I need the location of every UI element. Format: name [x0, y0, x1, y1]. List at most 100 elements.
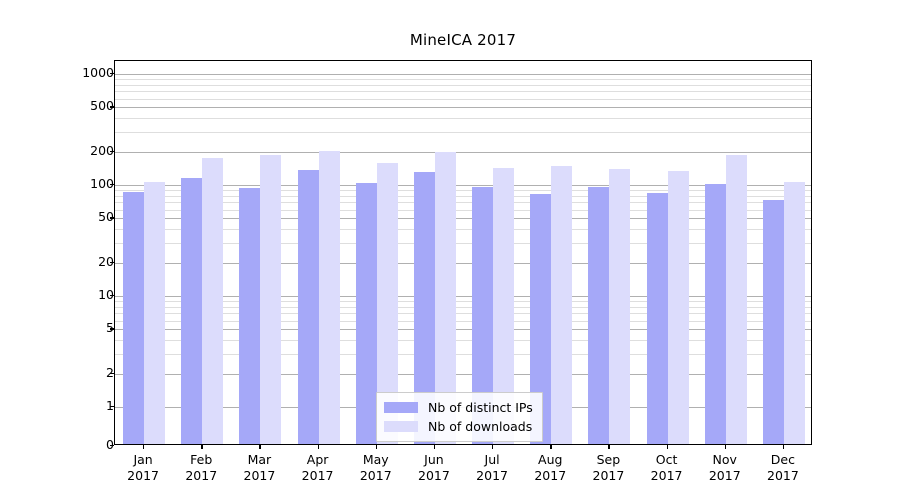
bar-downloads — [725, 155, 747, 444]
gridline-major — [115, 107, 811, 109]
y-axis-tick-mark — [110, 328, 114, 330]
x-axis-tick-label-year: 2017 — [127, 467, 159, 483]
chart-title: MineICA 2017 — [409, 31, 517, 49]
y-axis-tick-label: 100 — [90, 175, 114, 191]
gridline-major — [115, 185, 811, 186]
gridline-minor — [115, 132, 811, 134]
x-axis-tick-label: Jun 2017 — [399, 452, 469, 483]
bar-distinct-ips — [123, 191, 145, 444]
bar-downloads — [551, 165, 573, 444]
y-axis-tick-mark — [110, 295, 114, 297]
y-axis-tick-label: 1000 — [82, 64, 114, 80]
x-axis-tick-mark — [259, 445, 261, 449]
y-axis-tick-mark — [110, 406, 114, 408]
x-axis-tick-label: Jan 2017 — [108, 452, 178, 483]
x-axis-tick-label-month: May — [362, 452, 389, 467]
legend-item-distinct-ips: Nb of distinct IPs — [384, 398, 533, 417]
x-axis-tick-label-month: Feb — [190, 452, 213, 467]
x-axis-tick-label: Sep 2017 — [573, 452, 643, 483]
bar-distinct-ips — [704, 184, 726, 444]
gridline-minor — [115, 91, 811, 93]
bar-distinct-ips — [588, 187, 610, 444]
y-axis-tick-label: 10 — [98, 286, 114, 302]
y-axis-tick-mark — [110, 217, 114, 219]
legend-swatch-icon-distinct-ips — [384, 402, 418, 413]
y-axis-tick-label: 50 — [98, 209, 114, 225]
y-axis-tick-mark — [110, 106, 114, 108]
x-axis-tick-mark — [433, 445, 436, 449]
bar-downloads — [202, 158, 224, 444]
y-axis-tick-label: 500 — [90, 98, 114, 114]
gridline-minor — [115, 306, 811, 308]
x-axis-tick-label-month: Jun — [424, 452, 444, 467]
gridline-minor — [115, 190, 811, 192]
bar-downloads — [783, 182, 805, 444]
x-axis-tick-mark — [492, 445, 494, 449]
x-axis-tick-label: Dec 2017 — [748, 452, 818, 483]
gridline-minor — [115, 301, 811, 303]
x-axis-tick-label-month: Jul — [484, 452, 500, 467]
y-axis: 0 1 2 5 10 20 50 100 200 500 1000 — [56, 60, 114, 450]
x-axis-tick-label: May 2017 — [341, 452, 411, 483]
x-axis-tick-label-month: Mar — [247, 452, 272, 467]
x-axis-tick-label-year: 2017 — [592, 467, 625, 483]
x-axis-tick-label-year: 2017 — [185, 467, 218, 483]
bar-distinct-ips — [355, 183, 377, 444]
bar-downloads — [318, 150, 340, 444]
x-axis-tick-label: Oct 2017 — [632, 452, 702, 483]
plot-area — [114, 60, 812, 445]
bar-distinct-ips — [646, 192, 668, 444]
y-axis-tick-label: 5 — [66, 322, 114, 335]
x-axis-tick-mark — [724, 445, 727, 449]
y-axis-tick-marks — [110, 60, 114, 447]
gridline-major — [115, 74, 811, 75]
x-axis-tick-label-year: 2017 — [534, 467, 567, 483]
bar-distinct-ips — [297, 170, 319, 444]
bar-distinct-ips — [239, 188, 261, 444]
gridline-minor — [115, 229, 811, 231]
bar-distinct-ips — [762, 200, 784, 444]
x-axis-tick-label: Aug 2017 — [515, 452, 585, 483]
y-axis-tick-mark — [110, 73, 114, 75]
x-axis-tick-label-year: 2017 — [650, 467, 683, 483]
x-axis-tick-mark — [550, 445, 552, 449]
x-axis-tick-label-month: Oct — [655, 452, 678, 467]
x-axis-tick-label: Apr 2017 — [283, 452, 353, 483]
gridline-minor — [115, 84, 811, 86]
x-axis-tick-label-year: 2017 — [301, 467, 334, 483]
bar-downloads — [260, 155, 282, 444]
y-axis-tick-label: 0 — [66, 438, 114, 452]
gridline-major — [115, 151, 811, 153]
x-axis-tick-label-month: Aug — [538, 452, 563, 467]
x-axis-tick-mark — [782, 445, 785, 449]
y-axis-tick-label: 20 — [98, 253, 114, 269]
legend-label-downloads: Nb of downloads — [428, 419, 533, 434]
bar-distinct-ips — [530, 193, 552, 444]
x-axis-tick-mark — [317, 445, 319, 449]
x-axis-tick-mark — [201, 445, 203, 449]
x-axis-tick-label-month: Nov — [712, 452, 737, 467]
bar-downloads — [609, 169, 631, 444]
gridline-minor — [115, 118, 811, 120]
x-axis-tick-mark — [666, 445, 668, 449]
x-axis-tick-label-year: 2017 — [243, 467, 276, 483]
x-axis-tick-mark — [143, 445, 145, 449]
x-axis: Jan 2017 Feb 2017 Mar 2017 Apr 2017 May 2017 Jun 20… — [114, 445, 812, 495]
gridline-minor — [115, 320, 811, 322]
gridline-major — [115, 373, 811, 375]
x-axis-tick-label: Nov 2017 — [690, 452, 760, 483]
x-axis-tick-mark — [608, 445, 610, 449]
y-axis-tick-mark — [110, 184, 114, 186]
gridline-minor — [115, 195, 811, 197]
bar-downloads — [376, 162, 398, 444]
legend-item-downloads: Nb of downloads — [384, 417, 533, 436]
bar-downloads — [434, 152, 456, 444]
gridline-minor — [115, 340, 811, 342]
y-axis-tick-label: 1 — [66, 399, 114, 413]
x-axis-tick-label: Jul 2017 — [457, 452, 527, 483]
y-axis-tick-mark — [110, 445, 114, 447]
x-axis-tick-label-month: Jan — [133, 452, 153, 467]
x-axis-tick-label-year: 2017 — [767, 467, 799, 483]
gridline-major — [115, 262, 811, 264]
gridline-minor — [115, 202, 811, 204]
